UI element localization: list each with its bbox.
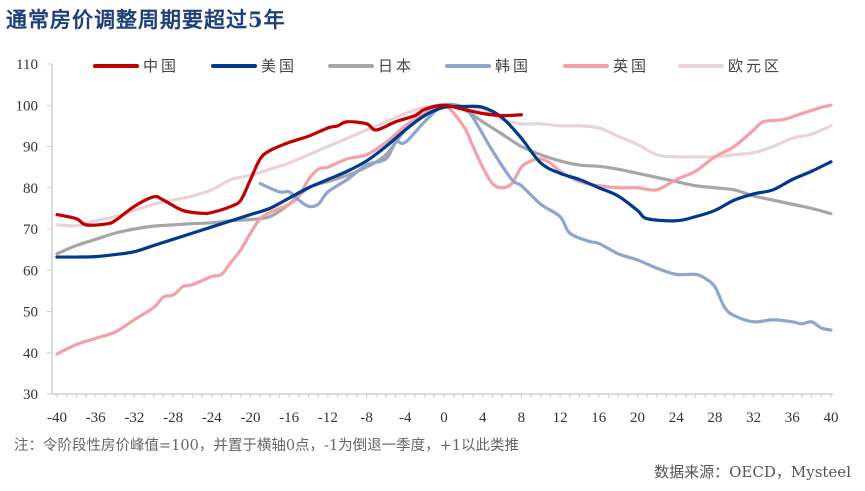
y-tick-label: 30 bbox=[23, 387, 38, 403]
x-tick-label: 20 bbox=[630, 410, 645, 426]
x-tick-label: -20 bbox=[241, 410, 261, 426]
legend-item: 欧元区 bbox=[678, 57, 782, 75]
y-tick-label: 60 bbox=[23, 263, 38, 279]
x-tick-label: -8 bbox=[360, 410, 373, 426]
x-tick-label: -12 bbox=[318, 410, 338, 426]
y-tick-label: 50 bbox=[23, 305, 38, 321]
legend-label: 韩国 bbox=[495, 57, 531, 75]
legend-label: 英国 bbox=[613, 57, 649, 75]
legend-item: 美国 bbox=[211, 57, 297, 75]
x-tick-label: -16 bbox=[279, 410, 299, 426]
x-tick-label: 40 bbox=[824, 410, 839, 426]
y-tick-label: 100 bbox=[16, 98, 39, 114]
x-tick-label: 32 bbox=[746, 410, 761, 426]
x-tick-label: -40 bbox=[47, 410, 67, 426]
x-tick-label: 8 bbox=[518, 410, 526, 426]
y-tick-label: 110 bbox=[16, 57, 38, 73]
series-line-1 bbox=[55, 104, 833, 259]
y-tick-label: 90 bbox=[23, 140, 38, 156]
x-tick-label: -32 bbox=[124, 410, 144, 426]
legend-item: 英国 bbox=[563, 57, 649, 75]
y-tick-label: 80 bbox=[23, 181, 38, 197]
x-tick-label: -36 bbox=[86, 410, 106, 426]
x-tick-label: -28 bbox=[163, 410, 183, 426]
legend-label: 美国 bbox=[261, 57, 297, 75]
y-tick-label: 70 bbox=[23, 222, 38, 238]
legend: 中国 美国 日本 韩国 英国 欧元区 bbox=[93, 57, 782, 75]
footnote: 注：令阶段性房价峰值=100，并置于横轴0点，-1为倒退一季度，+1以此类推 bbox=[14, 438, 520, 454]
legend-label: 日本 bbox=[378, 57, 414, 75]
legend-label: 欧元区 bbox=[728, 57, 782, 75]
x-tick-label: 24 bbox=[669, 410, 685, 426]
series-line-4 bbox=[55, 103, 833, 356]
y-tick-label: 40 bbox=[23, 346, 38, 362]
x-tick-label: 4 bbox=[479, 410, 487, 426]
source-note: 数据来源：OECD，Mysteel bbox=[654, 463, 851, 481]
legend-item: 日本 bbox=[328, 57, 414, 75]
x-tick-label: 16 bbox=[591, 410, 607, 426]
x-tick-label: 28 bbox=[707, 410, 722, 426]
series-lines bbox=[55, 102, 833, 356]
x-tick-label: -24 bbox=[202, 410, 222, 426]
x-tick-label: 0 bbox=[440, 410, 448, 426]
legend-item: 韩国 bbox=[445, 57, 531, 75]
series-line-0 bbox=[55, 103, 523, 227]
series-line-2 bbox=[55, 103, 833, 256]
legend-label: 中国 bbox=[143, 57, 179, 75]
x-tick-label: 12 bbox=[553, 410, 568, 426]
series-line-5 bbox=[55, 103, 833, 228]
chart-title: 通常房价调整周期要超过5年 bbox=[6, 7, 286, 32]
legend-item: 中国 bbox=[93, 57, 179, 75]
series-line-3 bbox=[258, 102, 833, 332]
x-tick-label: 36 bbox=[785, 410, 801, 426]
x-tick-label: -4 bbox=[399, 410, 412, 426]
